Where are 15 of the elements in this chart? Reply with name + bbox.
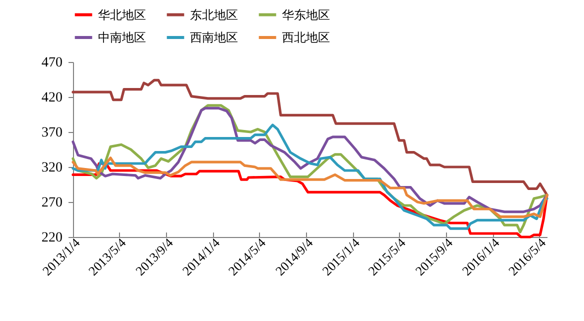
legend-label: 华北地区 — [98, 8, 146, 22]
legend-label: 中南地区 — [98, 30, 146, 44]
y-tick-label: 470 — [42, 56, 62, 70]
y-tick-label: 370 — [42, 126, 62, 140]
y-tick-label: 320 — [42, 160, 62, 176]
legend-label: 华东地区 — [282, 8, 330, 22]
y-tick-label: 270 — [42, 196, 62, 210]
line-series — [72, 124, 548, 230]
legend-label: 西北地区 — [282, 30, 330, 44]
y-tick-label: 420 — [42, 90, 62, 106]
line-series — [72, 78, 548, 196]
line-series — [72, 156, 548, 218]
legend-label: 东北地区 — [190, 8, 238, 22]
legend-label: 西南地区 — [190, 30, 238, 44]
line-series — [72, 106, 548, 214]
